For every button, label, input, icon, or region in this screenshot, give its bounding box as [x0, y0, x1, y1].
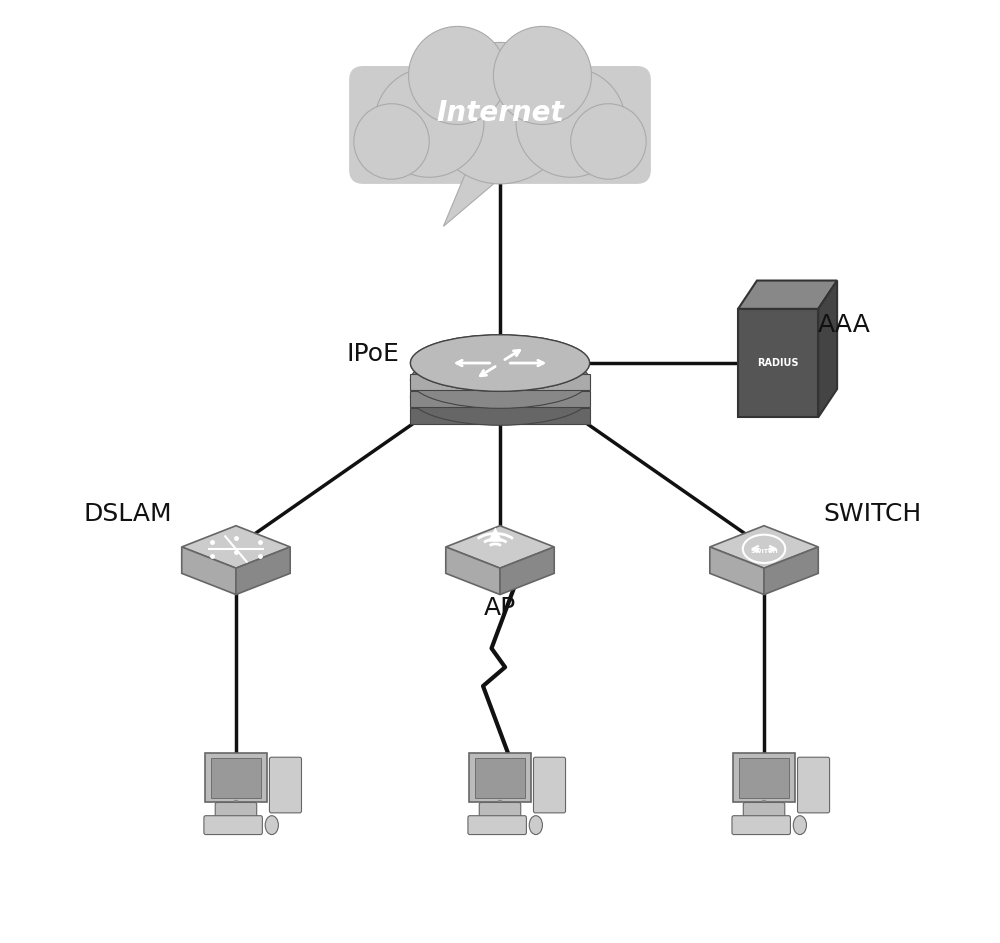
Polygon shape: [443, 170, 505, 226]
Polygon shape: [818, 281, 837, 417]
Polygon shape: [733, 753, 795, 802]
Polygon shape: [446, 547, 500, 595]
FancyBboxPatch shape: [349, 66, 651, 184]
Ellipse shape: [410, 369, 590, 425]
Circle shape: [409, 26, 507, 124]
FancyBboxPatch shape: [798, 757, 830, 813]
Ellipse shape: [410, 352, 590, 408]
Text: DSLAM: DSLAM: [83, 502, 172, 526]
FancyBboxPatch shape: [479, 802, 521, 818]
Polygon shape: [489, 528, 502, 541]
FancyBboxPatch shape: [215, 802, 257, 818]
Polygon shape: [739, 758, 789, 798]
Ellipse shape: [410, 335, 590, 391]
FancyBboxPatch shape: [533, 757, 566, 813]
Circle shape: [493, 26, 591, 124]
Text: Internet: Internet: [436, 99, 564, 127]
FancyBboxPatch shape: [743, 802, 785, 818]
Circle shape: [354, 104, 429, 179]
Polygon shape: [182, 547, 236, 595]
Text: SWITCH: SWITCH: [823, 502, 922, 526]
Polygon shape: [410, 408, 590, 423]
Polygon shape: [738, 281, 837, 309]
Polygon shape: [211, 758, 261, 798]
Ellipse shape: [410, 335, 590, 391]
FancyBboxPatch shape: [468, 816, 526, 835]
Polygon shape: [710, 547, 764, 595]
Text: SWITCH: SWITCH: [750, 549, 778, 554]
Circle shape: [429, 42, 571, 184]
Ellipse shape: [529, 816, 542, 835]
Polygon shape: [469, 753, 531, 802]
Polygon shape: [764, 547, 818, 595]
Circle shape: [516, 68, 625, 177]
Polygon shape: [500, 547, 554, 595]
Text: AP: AP: [484, 596, 516, 620]
Ellipse shape: [793, 816, 806, 835]
Polygon shape: [475, 758, 525, 798]
Polygon shape: [236, 547, 290, 595]
Text: RADIUS: RADIUS: [757, 358, 799, 368]
FancyBboxPatch shape: [738, 309, 818, 417]
Text: AAA: AAA: [818, 313, 871, 338]
Ellipse shape: [265, 816, 278, 835]
FancyBboxPatch shape: [269, 757, 301, 813]
Text: IPoE: IPoE: [346, 341, 399, 366]
Polygon shape: [410, 391, 590, 406]
Circle shape: [571, 104, 646, 179]
Polygon shape: [446, 526, 554, 568]
Polygon shape: [710, 526, 818, 568]
FancyBboxPatch shape: [204, 816, 262, 835]
Circle shape: [375, 68, 484, 177]
Polygon shape: [205, 753, 267, 802]
Polygon shape: [410, 374, 590, 389]
FancyBboxPatch shape: [732, 816, 790, 835]
Polygon shape: [182, 526, 290, 568]
